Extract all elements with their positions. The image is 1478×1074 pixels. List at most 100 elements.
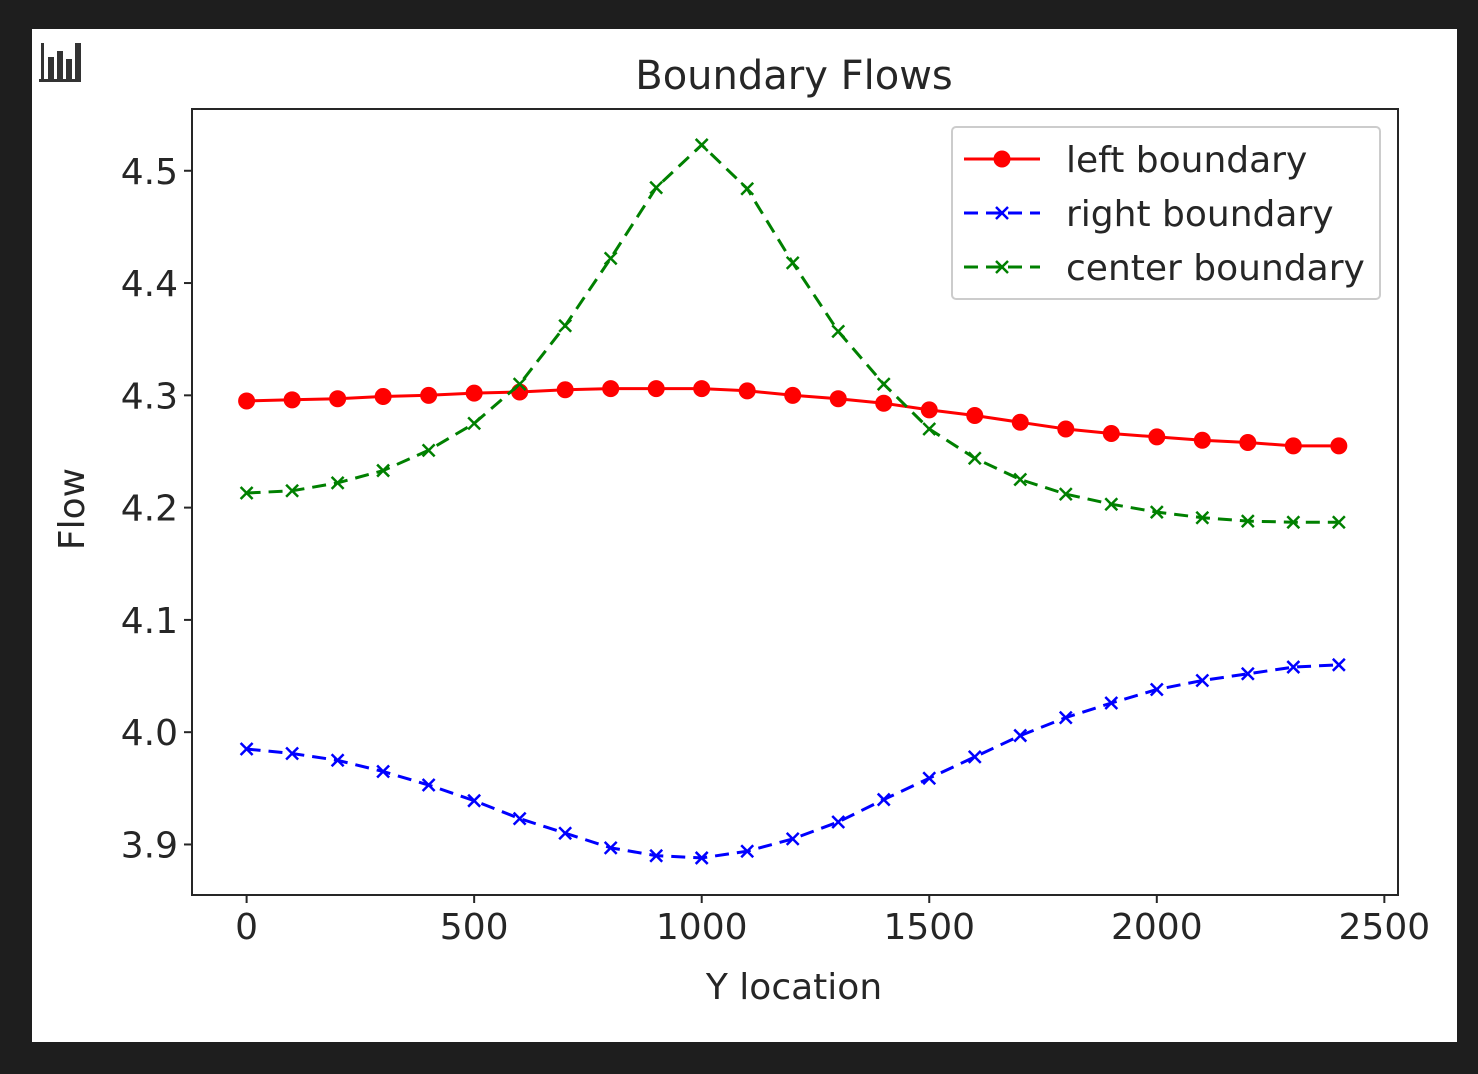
y-tick-label: 4.1	[121, 601, 178, 642]
data-point-left-boundary	[920, 401, 938, 419]
data-point-right-boundary	[876, 792, 891, 807]
data-point-right-boundary	[922, 771, 937, 786]
data-point-center-boundary	[603, 251, 618, 266]
data-point-right-boundary	[558, 826, 573, 841]
x-tick-label: 500	[440, 907, 509, 948]
data-point-left-boundary	[556, 381, 574, 399]
data-point-center-boundary	[421, 443, 436, 458]
data-point-right-boundary	[467, 793, 482, 808]
chart-title: Boundary Flows	[635, 53, 953, 99]
data-point-center-boundary	[1195, 510, 1210, 525]
data-point-center-boundary	[831, 324, 846, 339]
data-point-right-boundary	[285, 746, 300, 761]
data-point-left-boundary	[1148, 428, 1166, 446]
data-point-left-boundary	[283, 391, 301, 409]
series-line-right-boundary	[246, 663, 1339, 860]
data-point-left-boundary	[966, 407, 984, 425]
data-point-right-boundary	[421, 778, 436, 792]
data-point-left-boundary	[1057, 420, 1075, 438]
chart-svg: Boundary Flows 0 500 1000 1500 2000 2500 3.9 4.…	[39, 43, 1431, 1008]
data-point-left-boundary	[465, 384, 483, 402]
y-tick-label: 4.4	[121, 264, 178, 305]
data-point-center-boundary	[376, 463, 391, 478]
legend-marker-center-boundary	[995, 260, 1009, 274]
x-tick-label: 1500	[883, 907, 975, 948]
data-point-right-boundary	[1331, 657, 1346, 672]
data-point-right-boundary	[239, 742, 254, 756]
data-point-center-boundary	[922, 422, 937, 436]
data-point-center-boundary	[785, 255, 800, 270]
data-point-center-boundary	[467, 416, 482, 431]
data-point-left-boundary	[1284, 437, 1302, 455]
data-point-center-boundary	[558, 318, 573, 333]
data-point-center-boundary	[285, 483, 300, 498]
data-point-center-boundary	[1104, 497, 1119, 512]
data-point-right-boundary	[1149, 682, 1164, 697]
legend-marker-left-boundary	[993, 150, 1011, 168]
data-point-center-boundary	[694, 138, 709, 152]
x-tick-label: 2500	[1339, 907, 1431, 948]
data-point-left-boundary	[1102, 425, 1120, 443]
data-point-right-boundary	[831, 815, 846, 829]
data-point-left-boundary	[511, 383, 529, 401]
data-point-right-boundary	[330, 753, 345, 768]
data-point-left-boundary	[829, 390, 847, 408]
data-point-right-boundary	[740, 844, 755, 859]
plot-frame	[191, 108, 1399, 896]
data-point-center-boundary	[649, 180, 664, 195]
bar-chart-icon[interactable]	[39, 43, 81, 82]
x-tick-label: 1000	[656, 907, 748, 948]
x-tick-label: 2000	[1111, 907, 1203, 948]
x-tick-label: 0	[235, 907, 258, 948]
legend: left boundary right boundary center bounda…	[951, 126, 1381, 300]
data-point-center-boundary	[1240, 514, 1255, 528]
data-point-left-boundary	[784, 386, 802, 404]
data-point-left-boundary	[693, 380, 711, 398]
legend-box	[951, 126, 1381, 300]
data-point-center-boundary	[876, 377, 891, 391]
legend-label-right-boundary: right boundary	[1066, 194, 1334, 235]
data-point-center-boundary	[1149, 505, 1164, 519]
data-point-right-boundary	[785, 831, 800, 846]
data-point-right-boundary	[1286, 660, 1301, 674]
data-point-center-boundary	[512, 377, 527, 391]
data-point-right-boundary	[1104, 696, 1119, 710]
data-point-left-boundary	[1239, 433, 1257, 451]
data-point-left-boundary	[1011, 413, 1029, 431]
data-point-right-boundary	[1013, 728, 1028, 743]
legend-marker-right-boundary	[995, 206, 1009, 220]
data-point-left-boundary	[1330, 437, 1348, 455]
data-point-center-boundary	[1286, 515, 1301, 530]
y-tick-label: 3.9	[121, 825, 178, 866]
data-point-center-boundary	[1331, 515, 1346, 530]
data-point-right-boundary	[512, 811, 527, 826]
data-point-right-boundary	[1240, 666, 1255, 681]
data-point-center-boundary	[1058, 487, 1073, 502]
data-point-center-boundary	[330, 476, 345, 490]
data-point-center-boundary	[1013, 472, 1028, 487]
data-point-right-boundary	[376, 764, 391, 779]
data-point-center-boundary	[239, 486, 254, 500]
x-axis-label: Y location	[705, 967, 882, 1008]
data-point-right-boundary	[603, 840, 618, 855]
data-point-left-boundary	[602, 380, 620, 398]
data-point-right-boundary	[1058, 710, 1073, 725]
data-point-left-boundary	[875, 394, 893, 412]
data-point-left-boundary	[238, 392, 256, 410]
y-tick-label: 4.5	[121, 152, 178, 193]
y-tick-label: 4.2	[121, 489, 178, 530]
data-point-right-boundary	[694, 851, 709, 865]
data-point-right-boundary	[967, 750, 982, 764]
data-point-left-boundary	[374, 387, 392, 405]
legend-label-left-boundary: left boundary	[1066, 140, 1307, 181]
data-point-center-boundary	[967, 451, 982, 466]
data-point-left-boundary	[647, 380, 665, 398]
data-point-left-boundary	[738, 382, 756, 400]
y-tick-label: 4.0	[121, 713, 178, 754]
data-point-right-boundary	[649, 848, 664, 863]
data-point-left-boundary	[329, 390, 347, 408]
chart-figure: Boundary Flows 0 500 1000 1500 2000 2500 3.9 4.…	[32, 29, 1457, 1042]
legend-label-center-boundary: center boundary	[1066, 248, 1365, 289]
data-point-left-boundary	[420, 386, 438, 404]
data-point-right-boundary	[1195, 673, 1210, 688]
